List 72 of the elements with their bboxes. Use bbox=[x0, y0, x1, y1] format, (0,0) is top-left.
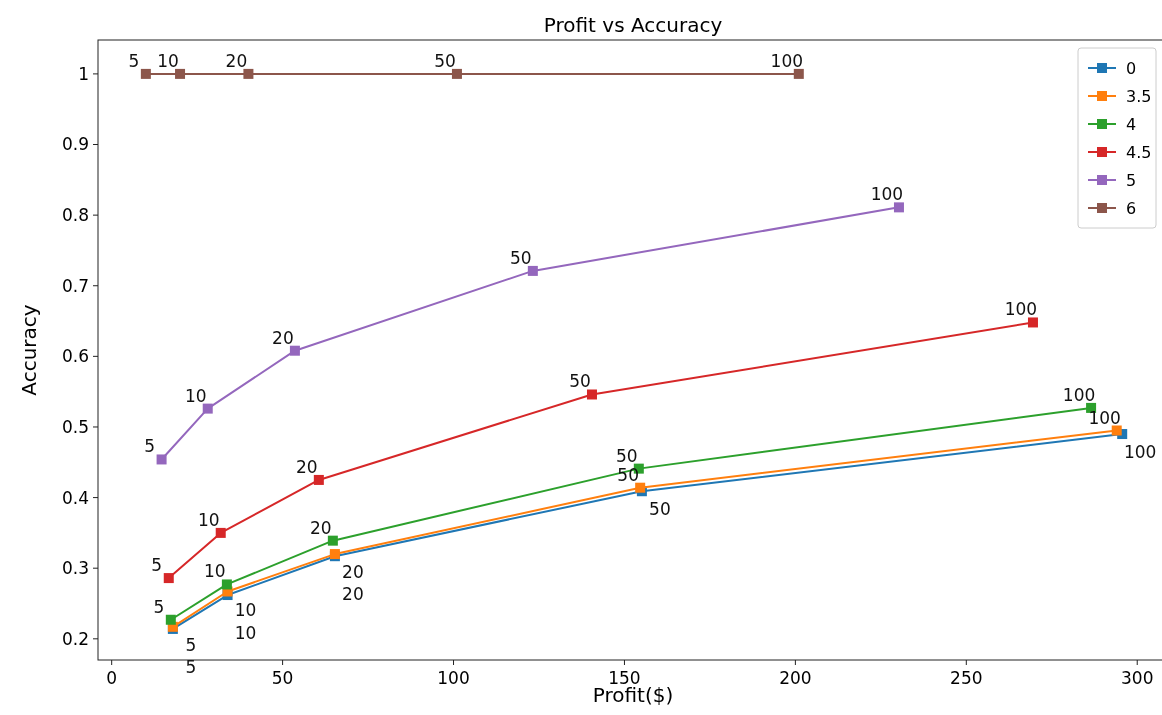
annotation: 10 bbox=[197, 509, 220, 530]
annotation: 20 bbox=[272, 327, 294, 348]
y-tick-label: 0.5 bbox=[61, 416, 89, 437]
point bbox=[635, 482, 646, 493]
annotation: 5 bbox=[151, 555, 163, 576]
point bbox=[175, 68, 186, 79]
point bbox=[215, 527, 226, 538]
annotation: 10 bbox=[234, 599, 257, 620]
legend-label: 4 bbox=[1126, 114, 1137, 134]
y-tick-label: 0.9 bbox=[61, 134, 89, 155]
point bbox=[313, 474, 324, 485]
point bbox=[156, 454, 167, 465]
annotation: 50 bbox=[569, 371, 591, 392]
point bbox=[793, 68, 804, 79]
point bbox=[327, 535, 338, 546]
annotation: 10 bbox=[204, 561, 226, 582]
point bbox=[221, 579, 232, 590]
annotation: 50 bbox=[510, 247, 532, 268]
annotation: 50 bbox=[649, 499, 671, 520]
point bbox=[586, 389, 597, 400]
legend-label: 3.5 bbox=[1126, 86, 1152, 106]
point bbox=[243, 68, 254, 79]
annotation: 10 bbox=[234, 623, 257, 644]
x-tick-label: 100 bbox=[437, 668, 470, 688]
annotation: 5 bbox=[128, 50, 140, 71]
x-tick-label: 300 bbox=[1121, 668, 1154, 688]
point bbox=[451, 68, 462, 79]
y-tick-label: 0.8 bbox=[61, 205, 89, 226]
y-axis-title: Accuracy bbox=[17, 304, 41, 396]
point bbox=[163, 573, 174, 584]
legend-label: 4.5 bbox=[1126, 142, 1152, 162]
annotation: 100 bbox=[1004, 299, 1038, 320]
annotation: 100 bbox=[1088, 407, 1121, 428]
x-tick-label: 0 bbox=[106, 668, 118, 688]
annotation: 20 bbox=[296, 456, 318, 477]
legend-label: 6 bbox=[1126, 198, 1137, 218]
y-tick-label: 0.4 bbox=[61, 487, 89, 508]
y-tick-label: 0.6 bbox=[61, 346, 89, 367]
x-tick-label: 200 bbox=[779, 668, 812, 688]
annotation: 20 bbox=[225, 50, 248, 71]
annotation: 20 bbox=[342, 584, 364, 605]
annotation: 100 bbox=[1123, 442, 1157, 463]
point bbox=[527, 265, 538, 276]
annotation: 100 bbox=[770, 50, 804, 71]
point bbox=[289, 345, 300, 356]
annotation: 5 bbox=[153, 596, 165, 617]
y-tick-label: 0.2 bbox=[61, 628, 89, 649]
annotation: 10 bbox=[184, 385, 207, 406]
point bbox=[893, 202, 904, 213]
annotation: 5 bbox=[144, 436, 155, 457]
annotation: 10 bbox=[157, 50, 179, 71]
annotation: 50 bbox=[434, 50, 456, 71]
y-tick-label: 1 bbox=[78, 63, 89, 84]
x-tick-label: 50 bbox=[271, 668, 294, 688]
point bbox=[165, 614, 176, 625]
annotation: 100 bbox=[1062, 384, 1096, 405]
x-tick-label: 250 bbox=[950, 668, 983, 688]
point bbox=[202, 403, 213, 414]
point bbox=[1027, 317, 1038, 328]
annotation: 50 bbox=[615, 445, 638, 466]
annotation: 20 bbox=[310, 517, 332, 538]
annotation: 5 bbox=[185, 656, 197, 677]
y-tick-label: 0.3 bbox=[61, 558, 89, 579]
chart-title: Profit vs Accuracy bbox=[543, 13, 723, 37]
annotation: 5 bbox=[185, 634, 197, 655]
point bbox=[140, 68, 151, 79]
annotation: 100 bbox=[870, 184, 904, 205]
legend-label: 5 bbox=[1126, 170, 1137, 190]
legend-label: 0 bbox=[1126, 58, 1137, 78]
y-tick-label: 0.7 bbox=[61, 275, 89, 296]
annotation: 20 bbox=[342, 562, 364, 583]
point bbox=[1111, 425, 1122, 436]
